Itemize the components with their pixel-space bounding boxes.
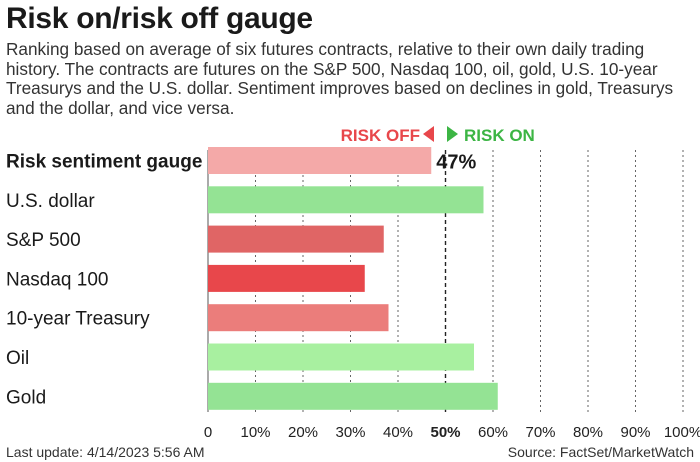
legend-risk-on: RISK ON [464, 126, 535, 145]
x-tick-labels: 0 10% 20% 30% 40% 50% 60% 70% 80% 90% 100% [204, 424, 700, 441]
bar-0 [208, 147, 432, 174]
bars [208, 147, 498, 410]
x-tick-label-0: 0 [204, 424, 212, 441]
legend-risk-off: RISK OFF [341, 126, 420, 145]
x-tick-label-60: 60% [478, 424, 508, 441]
x-tick-label-10: 10% [240, 424, 270, 441]
category-label-4: 10-year Treasury [6, 309, 150, 330]
category-label-2: S&P 500 [6, 230, 81, 251]
category-labels: Risk sentiment gauge 47% U.S. dollar S&P 50… [6, 152, 476, 409]
category-label-5: Oil [6, 348, 29, 369]
x-tick-label-20: 20% [288, 424, 318, 441]
category-label-6: Gold [6, 387, 46, 408]
chart-subtitle: Ranking based on average of six futures … [6, 39, 674, 118]
chart-title: Risk on/risk off gauge [6, 2, 313, 35]
x-tick-label-100: 100% [664, 424, 700, 441]
x-tick-label-50: 50% [430, 424, 460, 441]
bar-6 [208, 382, 498, 410]
last-update: Last update: 4/14/2023 5:56 AM [6, 444, 205, 460]
x-tick-label-80: 80% [573, 424, 603, 441]
bar-2 [208, 225, 384, 253]
bar-value-label-0: 47% [436, 152, 476, 174]
category-label-0: Risk sentiment gauge [6, 152, 202, 173]
legend: RISK OFF RISK ON [341, 126, 535, 145]
category-label-1: U.S. dollar [6, 191, 95, 212]
x-tick-label-90: 90% [620, 424, 650, 441]
risk-on-arrow-icon [447, 126, 458, 142]
bar-3 [208, 264, 365, 292]
x-tick-label-70: 70% [525, 424, 555, 441]
bar-4 [208, 304, 389, 332]
bar-1 [208, 186, 484, 214]
category-label-3: Nasdaq 100 [6, 269, 108, 290]
x-tick-label-40: 40% [383, 424, 413, 441]
source-credit: Source: FactSet/MarketWatch [507, 444, 694, 460]
risk-off-arrow-icon [423, 126, 434, 142]
bar-5 [208, 343, 474, 371]
x-tick-label-30: 30% [335, 424, 365, 441]
